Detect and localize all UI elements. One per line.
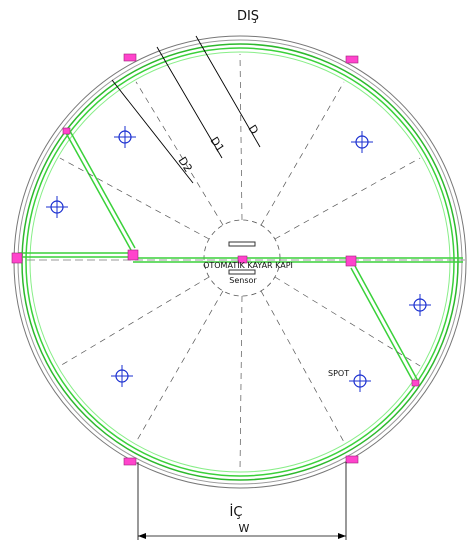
dimension-label: D [245,123,261,137]
connector [412,380,419,386]
connector [128,250,138,260]
connector [346,56,358,63]
radial-line [275,277,420,366]
connector [12,253,22,263]
spot-light [46,196,68,218]
sensor-label: Sensor [229,276,257,285]
radial-line [261,82,344,225]
radial-line [240,296,242,470]
layout [12,36,466,540]
radial-line [275,158,420,239]
sensor-bar [229,242,255,246]
wall [355,266,418,381]
connector [346,456,358,463]
spot-light [409,294,431,316]
spot-label: SPOT [328,369,349,378]
wall [70,131,135,248]
connector [63,128,70,134]
door-label: OTOMATİK KAYAR KAPI [203,260,293,270]
spot-light [111,365,133,387]
width-label: W [239,522,250,535]
radial-line [240,54,242,220]
spot-light [351,131,373,153]
radial-line [136,82,223,225]
radial-line [136,291,223,442]
spot-light [114,126,136,148]
inside-label: İÇ [230,504,243,520]
wall [351,268,414,383]
floor-plan: DIŞ D D1 D2 OTOMATİK KAYAR KAPI Sensor S… [0,0,468,542]
radial-line [261,291,344,442]
spot-light [349,370,371,392]
connector [124,458,136,465]
dimension-label: D2 [175,155,194,175]
connector [124,54,136,61]
sensor-bar [229,270,255,274]
outside-label: DIŞ [237,9,259,24]
connector [346,256,356,266]
radial-line [60,277,209,366]
